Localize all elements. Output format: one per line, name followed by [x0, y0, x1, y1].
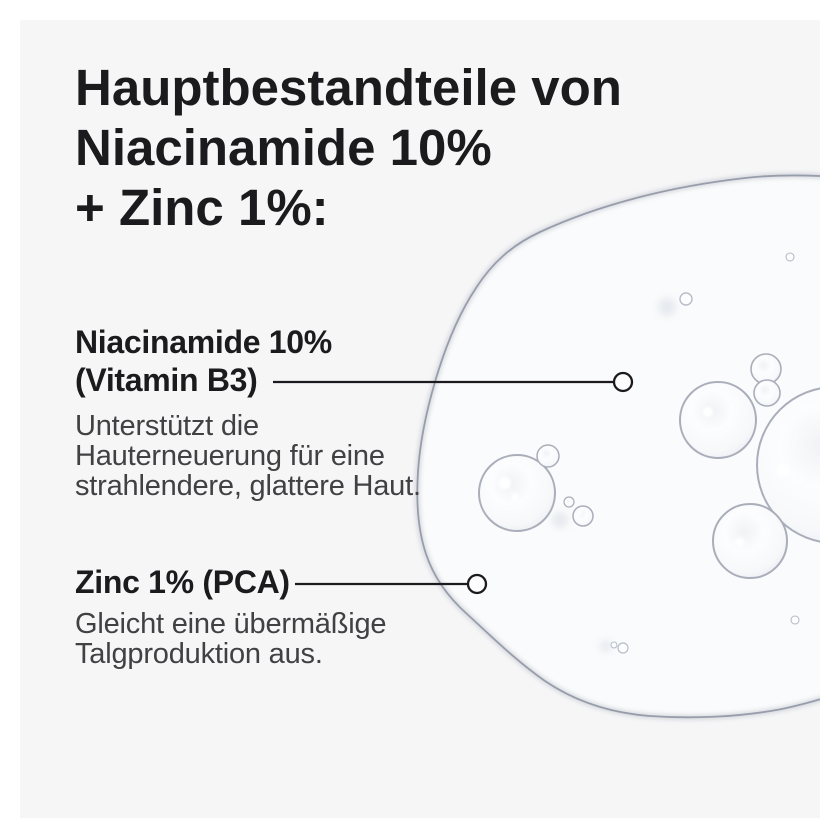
leader-endpoint-zinc [466, 573, 488, 595]
ingredient-zinc-name-line-1: Zinc 1% (PCA) [75, 564, 290, 600]
bubble-highlights [499, 407, 789, 547]
ingredient-niacinamide-description: Unterstützt die Hauterneuerung für eine … [75, 411, 421, 501]
page-title-line-2: Niacinamide 10% [75, 119, 492, 176]
ingredient-niacinamide-desc-line-3: strahlendere, glattere Haut. [75, 470, 421, 502]
bubble-tiny [563, 496, 575, 508]
page-title-line-3: + Zinc 1%: [75, 179, 329, 236]
bubble-bottom [712, 503, 788, 579]
page-title-line-1: Hauptbestandteile von [75, 59, 622, 116]
callouts [273, 371, 634, 595]
leader-endpoint-niacinamide [612, 371, 634, 393]
bubble-large-clipped [756, 387, 820, 543]
bubble-small-mid [753, 379, 781, 407]
gel-blob-edge [416, 174, 820, 719]
ingredient-niacinamide-desc-line-1: Unterstützt die [75, 410, 259, 442]
bubble-cluster-right [679, 353, 820, 579]
ingredient-niacinamide-name-line-1: Niacinamide 10% [75, 324, 332, 360]
gel-swatch-illustration [273, 172, 820, 720]
ingredient-niacinamide-name-line-2: (Vitamin B3) [75, 362, 258, 398]
bubbles-scattered [610, 252, 800, 654]
page-title: Hauptbestandteile von Niacinamide 10% + … [75, 58, 622, 238]
gel-blob-shape [417, 175, 820, 718]
bubble-medium [679, 381, 757, 459]
ingredient-zinc-desc-line-2: Talgproduktion aus. [75, 638, 323, 670]
canvas: Hauptbestandteile von Niacinamide 10% + … [20, 20, 820, 818]
ingredient-niacinamide-desc-line-2: Hauterneuerung für eine [75, 440, 385, 472]
gel-blob [414, 172, 820, 720]
gel-smudges [552, 298, 676, 652]
ingredient-niacinamide-name: Niacinamide 10% (Vitamin B3) [75, 323, 332, 399]
bubble-small-2 [572, 505, 594, 527]
ingredient-zinc-desc-line-1: Gleicht eine übermäßige [75, 608, 387, 640]
ingredient-zinc-description: Gleicht eine übermäßige Talgproduktion a… [75, 608, 387, 670]
bubble-small [536, 444, 560, 468]
bubble-large [478, 454, 556, 532]
bubble-cluster-left [478, 444, 594, 532]
ingredient-zinc-name: Zinc 1% (PCA) [75, 563, 290, 601]
